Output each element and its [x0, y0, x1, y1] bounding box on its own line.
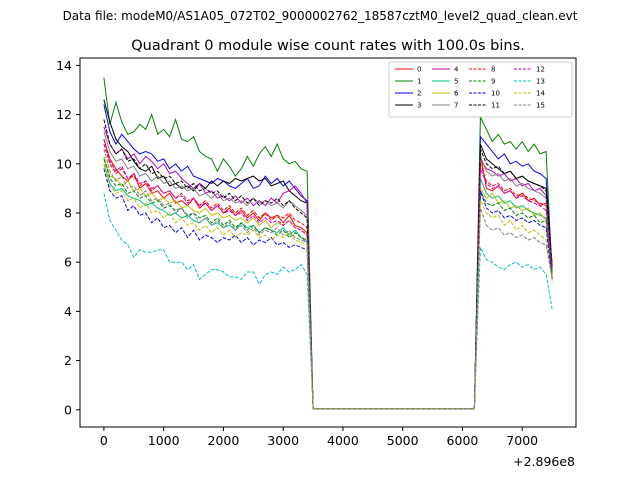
legend-label-11: 11: [491, 102, 500, 110]
x-tick-label: 2000: [208, 433, 240, 448]
legend-label-7: 7: [454, 102, 458, 110]
file-suptitle: Data file: modeM0/AS1A05_072T02_90000027…: [63, 9, 578, 23]
x-tick-label: 6000: [447, 433, 479, 448]
axes-frame: [79, 57, 577, 428]
legend-label-9: 9: [491, 78, 495, 86]
chart-title: Quadrant 0 module wise count rates with …: [131, 38, 525, 54]
legend-label-8: 8: [491, 66, 495, 74]
y-tick-label: 6: [64, 255, 72, 270]
x-tick-label: 5000: [387, 433, 419, 448]
legend-label-15: 15: [536, 102, 545, 110]
y-tick-label: 0: [64, 402, 72, 417]
legend-box: [388, 61, 573, 118]
x-tick-label: 3000: [267, 433, 299, 448]
legend-label-10: 10: [491, 90, 500, 98]
legend-label-12: 12: [536, 66, 545, 74]
legend-label-4: 4: [454, 66, 459, 74]
legend-label-6: 6: [454, 90, 459, 98]
y-tick-label: 4: [64, 304, 72, 319]
legend-label-2: 2: [417, 90, 421, 98]
x-tick-label: 4000: [327, 433, 359, 448]
legend-label-1: 1: [417, 78, 421, 86]
x-tick-label: 7000: [506, 433, 538, 448]
plot-area: [103, 77, 553, 410]
legend-label-5: 5: [454, 78, 458, 86]
x-offset-label: +2.896e8: [513, 454, 575, 469]
legend-label-14: 14: [536, 90, 545, 98]
legend-label-13: 13: [536, 78, 545, 86]
y-axis: 0 2 4 6 8 10 12 14: [56, 58, 80, 417]
x-tick-label: 0: [100, 433, 108, 448]
legend-label-3: 3: [417, 102, 421, 110]
legend-label-0: 0: [417, 66, 421, 74]
y-tick-label: 8: [64, 205, 72, 220]
y-tick-label: 14: [56, 58, 72, 73]
y-tick-label: 12: [56, 107, 72, 122]
y-tick-label: 10: [56, 156, 72, 171]
x-tick-label: 1000: [148, 433, 180, 448]
x-axis: 0 1000 2000 3000 4000 5000 6000 7000: [100, 427, 538, 448]
series-line-15: [103, 148, 553, 410]
y-tick-label: 2: [64, 353, 72, 368]
